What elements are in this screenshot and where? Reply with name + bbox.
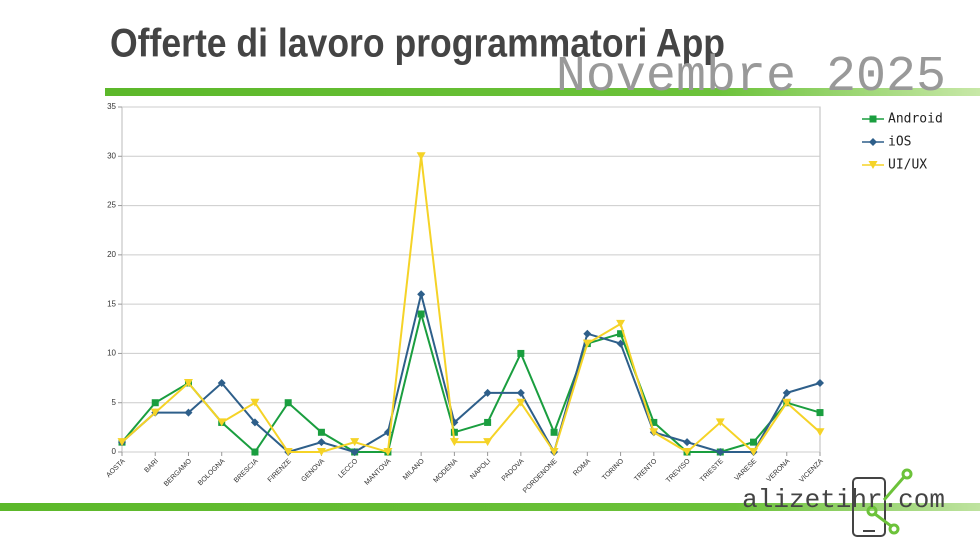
marker bbox=[217, 379, 226, 387]
legend-label: iOS bbox=[888, 135, 911, 150]
marker bbox=[217, 418, 227, 427]
marker bbox=[250, 418, 259, 427]
header-bar bbox=[105, 88, 980, 96]
marker bbox=[150, 408, 160, 417]
x-tick-label: FIRENZE bbox=[267, 458, 293, 484]
marker bbox=[516, 388, 525, 397]
marker bbox=[483, 388, 492, 397]
marker bbox=[317, 438, 326, 447]
y-tick-label: 0 bbox=[112, 447, 117, 456]
marker bbox=[517, 349, 525, 357]
series-line bbox=[121, 156, 821, 455]
marker bbox=[550, 428, 558, 436]
x-tick-label: ROMA bbox=[572, 458, 592, 478]
marker bbox=[317, 428, 325, 436]
x-tick-label: BOLOGNA bbox=[197, 458, 227, 488]
marker bbox=[151, 399, 159, 407]
marker bbox=[682, 448, 692, 456]
x-tick-label: TRIESTE bbox=[699, 458, 725, 484]
marker bbox=[117, 438, 127, 447]
x-tick-label: VICENZA bbox=[798, 458, 825, 485]
marker bbox=[815, 428, 825, 437]
marker bbox=[782, 398, 792, 407]
marker bbox=[183, 379, 193, 387]
y-tick-label: 30 bbox=[107, 151, 116, 160]
footer-bar bbox=[0, 503, 980, 511]
legend-marker bbox=[868, 161, 878, 169]
subtitle: Novembre 2025 bbox=[556, 49, 946, 106]
marker bbox=[484, 418, 492, 426]
marker bbox=[483, 438, 493, 447]
marker bbox=[283, 448, 293, 456]
plot-area bbox=[121, 106, 821, 453]
x-tick-label: MODENA bbox=[432, 458, 459, 485]
marker bbox=[650, 418, 658, 426]
brand: alizetihr.com bbox=[742, 485, 945, 515]
x-tick-label: MILANO bbox=[402, 457, 426, 481]
series-line bbox=[121, 294, 821, 455]
x-tick-label: VARESE bbox=[734, 458, 759, 483]
x-tick-label: TREVISO bbox=[665, 457, 692, 484]
marker bbox=[749, 448, 759, 456]
marker bbox=[450, 428, 458, 436]
legend-label: Android bbox=[888, 112, 943, 127]
x-tick-label: NAPOLI bbox=[469, 458, 492, 481]
logo-icon bbox=[852, 477, 886, 537]
legend-marker bbox=[869, 138, 877, 146]
x-tick-label: VERONA bbox=[766, 458, 792, 484]
y-tick-label: 35 bbox=[107, 102, 116, 111]
x-tick-label: PADOVA bbox=[501, 458, 526, 483]
marker bbox=[316, 448, 326, 456]
x-tick-label: BERGAMO bbox=[163, 457, 194, 488]
marker bbox=[582, 339, 592, 348]
marker bbox=[350, 448, 359, 456]
marker bbox=[616, 319, 626, 328]
x-tick-label: BARI bbox=[143, 458, 160, 475]
title: Offerte di lavoro programmatori App bbox=[110, 22, 725, 66]
marker bbox=[750, 438, 758, 446]
marker bbox=[617, 330, 625, 338]
marker bbox=[250, 398, 260, 407]
marker bbox=[716, 448, 725, 456]
y-tick-label: 25 bbox=[107, 201, 116, 210]
marker bbox=[683, 438, 692, 447]
marker bbox=[284, 399, 292, 407]
x-tick-label: GENOVA bbox=[300, 458, 326, 484]
marker bbox=[251, 448, 259, 456]
y-tick-label: 15 bbox=[107, 299, 116, 308]
x-tick-label: PORDENONE bbox=[522, 458, 559, 495]
marker bbox=[782, 388, 791, 397]
x-tick-label: AOSTA bbox=[105, 458, 127, 480]
marker bbox=[649, 428, 659, 437]
marker bbox=[816, 379, 824, 387]
marker bbox=[715, 418, 725, 427]
marker bbox=[583, 329, 592, 338]
x-tick-label: LECCO bbox=[337, 457, 359, 479]
marker bbox=[449, 438, 459, 447]
marker bbox=[383, 448, 393, 456]
x-tick-label: TRENTO bbox=[633, 457, 659, 483]
logo-nodes bbox=[866, 468, 913, 535]
x-tick-label: MANTOVA bbox=[364, 458, 393, 487]
legend-marker bbox=[869, 115, 877, 123]
y-tick-label: 5 bbox=[112, 398, 117, 407]
marker bbox=[417, 290, 426, 299]
marker bbox=[350, 438, 360, 447]
legend-label: UI/UX bbox=[888, 158, 927, 173]
x-tick-label: BRESCIA bbox=[233, 458, 260, 485]
marker bbox=[417, 310, 425, 318]
marker bbox=[184, 408, 193, 417]
y-tick-label: 20 bbox=[107, 250, 116, 259]
marker bbox=[416, 152, 426, 161]
x-tick-label: TORINO bbox=[601, 457, 626, 482]
marker bbox=[516, 398, 526, 407]
marker bbox=[616, 339, 625, 348]
series-line bbox=[121, 310, 821, 454]
marker bbox=[549, 448, 559, 456]
y-tick-label: 10 bbox=[107, 349, 116, 358]
marker bbox=[816, 409, 824, 417]
